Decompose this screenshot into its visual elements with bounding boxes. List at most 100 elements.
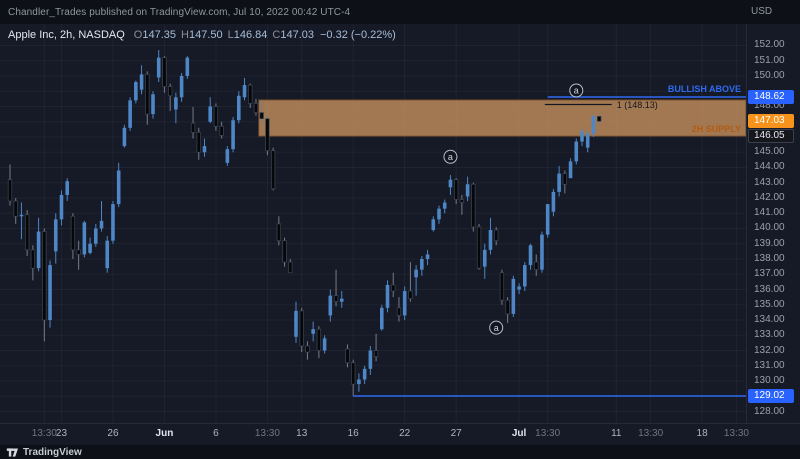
- candle: [402, 291, 407, 316]
- candle: [391, 284, 396, 292]
- candle: [145, 74, 150, 115]
- candle: [30, 249, 36, 269]
- candle: [454, 179, 459, 200]
- price-axis-label: 130.00: [754, 375, 785, 387]
- candle: [523, 265, 527, 287]
- candle: [420, 259, 424, 270]
- candle: [179, 75, 184, 98]
- time-axis-label: Jul: [511, 428, 527, 439]
- candle: [511, 278, 516, 314]
- time-axis-label: 13:30: [31, 428, 57, 439]
- candle: [545, 204, 550, 235]
- candle: [459, 199, 465, 203]
- price-axis-label: 142.00: [754, 191, 785, 203]
- candle: [76, 249, 81, 255]
- candle: [42, 231, 47, 321]
- symbol-name[interactable]: Apple Inc, 2h, NASDAQ: [8, 29, 125, 41]
- chart-region: 2H SUPPLY BULLISH ABOVE 1 (148.13) a a a Appl…: [0, 24, 800, 445]
- svg-text:a: a: [448, 152, 453, 162]
- candle: [253, 103, 259, 113]
- emoji-marker-a[interactable]: a: [443, 149, 458, 164]
- candle: [551, 191, 556, 212]
- candle: [368, 350, 373, 369]
- chart-canvas[interactable]: 2H SUPPLY BULLISH ABOVE 1 (148.13) a a a: [0, 24, 746, 423]
- candle: [311, 329, 315, 334]
- tradingview-logo-icon: [6, 447, 19, 457]
- time-axis-label: 23: [55, 428, 68, 439]
- supply-zone[interactable]: [258, 99, 746, 137]
- time-axis-label: 13:30: [535, 428, 561, 439]
- high-label: H: [181, 29, 189, 41]
- candle: [540, 234, 544, 270]
- time-axis[interactable]: 13:30 23 26 Jun 6 13:30 13 16 22 27 Jul 13:30 11 13:3…: [0, 423, 800, 446]
- low-label: L: [227, 29, 234, 41]
- price-axis-label: 137.00: [754, 268, 785, 280]
- symbol-info: Apple Inc, 2h, NASDAQ O147.35 H147.50 L146.…: [8, 29, 396, 41]
- candle: [270, 150, 276, 190]
- price-axis-label: 134.00: [754, 314, 785, 326]
- candle: [122, 127, 127, 147]
- time-axis-label: 11: [611, 428, 622, 439]
- candle: [213, 106, 219, 127]
- close-value: 147.03: [280, 29, 314, 41]
- high-value: 147.50: [188, 29, 223, 41]
- time-axis-label: 27: [450, 428, 462, 439]
- candle: [48, 265, 52, 321]
- candle: [528, 245, 533, 266]
- candle: [19, 214, 24, 217]
- candle: [134, 82, 138, 101]
- bullish-above-label: BULLISH ABOVE: [668, 84, 741, 94]
- price-axis-label: 143.00: [754, 176, 785, 188]
- candle: [13, 200, 18, 217]
- candle: [139, 74, 144, 90]
- price-axis-label: 138.00: [754, 253, 785, 264]
- candle: [505, 299, 510, 315]
- candle: [448, 179, 453, 188]
- candle: [190, 122, 196, 133]
- candle: [574, 141, 579, 162]
- candle: [70, 215, 76, 251]
- candle: [580, 131, 584, 142]
- candle: [380, 307, 384, 330]
- candle: [259, 112, 264, 120]
- candle: [534, 261, 539, 271]
- candle: [476, 226, 482, 269]
- candle: [482, 249, 487, 267]
- zone-low-tag: 146.05: [748, 129, 794, 144]
- price-axis-label: 148.00: [754, 100, 785, 112]
- time-axis-label: 13:30: [723, 428, 749, 439]
- footer-bar: TradingView: [0, 445, 800, 459]
- emoji-marker-a[interactable]: a: [569, 83, 584, 98]
- candle: [333, 295, 339, 303]
- candle: [328, 295, 333, 316]
- candle: [345, 348, 350, 364]
- candle: [225, 149, 230, 163]
- candle: [322, 338, 327, 351]
- price-axis-label: 139.00: [754, 237, 785, 249]
- candle: [168, 86, 173, 97]
- price-axis-label: 152.00: [754, 39, 785, 51]
- candle: [585, 133, 590, 148]
- candle: [25, 214, 30, 251]
- price-axis-label: 151.00: [754, 54, 785, 66]
- emoji-marker-a[interactable]: a: [489, 320, 504, 335]
- candle: [59, 194, 64, 220]
- attribution-text: Chandler_Trades published on TradingView…: [8, 6, 351, 18]
- candle: [437, 208, 441, 220]
- time-axis-label: 18: [696, 428, 708, 439]
- candle: [499, 272, 505, 301]
- candle: [562, 173, 567, 185]
- price-axis[interactable]: 152.00 151.00 150.00 148.00 145.00 144.00 143.…: [746, 24, 800, 423]
- candle: [425, 254, 430, 260]
- candle: [362, 368, 367, 380]
- candle: [111, 204, 115, 241]
- candle: [219, 125, 224, 136]
- open-value: 147.35: [142, 29, 176, 41]
- attribution-bar: Chandler_Trades published on TradingView…: [0, 0, 800, 24]
- currency-label: USD: [751, 6, 773, 17]
- price-axis-label: 136.00: [754, 283, 785, 295]
- tradingview-logo[interactable]: TradingView: [6, 446, 82, 459]
- time-axis-label: 22: [399, 428, 411, 439]
- support-level-tag: 129.02: [748, 388, 794, 403]
